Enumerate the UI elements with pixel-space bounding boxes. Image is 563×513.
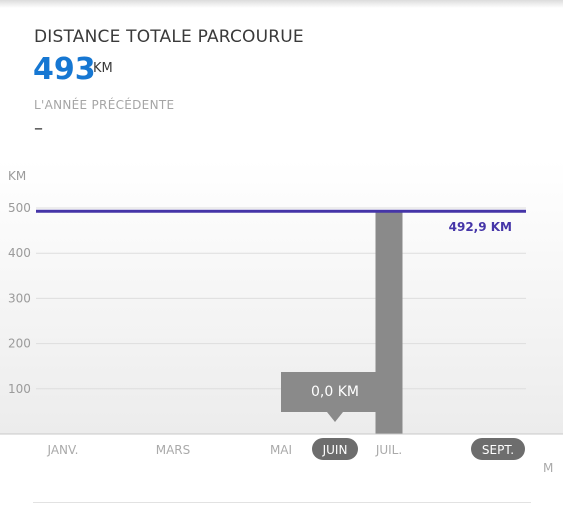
month-label-mars[interactable]: MARS — [156, 443, 191, 457]
y-tick-label: 100 — [8, 382, 31, 396]
tooltip-pointer — [327, 412, 343, 422]
month-label-mai[interactable]: MAI — [270, 443, 292, 457]
cumulative-distance-label: 492,9 KM — [449, 220, 512, 234]
month-label-janv[interactable]: JANV. — [47, 443, 79, 457]
y-tick-label: 500 — [8, 201, 31, 215]
previous-year-value: – — [34, 118, 43, 139]
y-axis-unit-label: KM — [8, 169, 26, 183]
metric-title: DISTANCE TOTALE PARCOURUE — [34, 27, 304, 47]
month-label-juil[interactable]: JUIL. — [375, 443, 402, 457]
bottom-divider — [33, 502, 531, 503]
y-tick-label: 300 — [8, 291, 31, 305]
distance-chart[interactable]: KM 100 200 300 400 500 492,9 KM 0,0 KM JANV. MARS… — [0, 160, 563, 513]
tooltip-text: 0,0 KM — [311, 384, 359, 400]
previous-year-label: L'ANNÉE PRÉCÉDENTE — [34, 98, 175, 112]
chart-svg: KM 100 200 300 400 500 492,9 KM 0,0 KM JANV. MARS… — [0, 160, 563, 475]
tooltip-box — [281, 372, 390, 412]
month-pill-juin[interactable] — [312, 438, 358, 460]
month-label-juin[interactable]: JUIN — [322, 443, 348, 457]
month-label-sept[interactable]: SEPT. — [482, 443, 514, 457]
y-tick-label: 200 — [8, 337, 31, 351]
month-label-truncated: M — [543, 461, 553, 475]
metric-unit: KM — [93, 61, 113, 76]
y-tick-label: 400 — [8, 246, 31, 260]
top-shadow — [0, 0, 563, 8]
month-pill-sept[interactable] — [471, 438, 525, 460]
metric-value: 493 — [33, 52, 96, 87]
